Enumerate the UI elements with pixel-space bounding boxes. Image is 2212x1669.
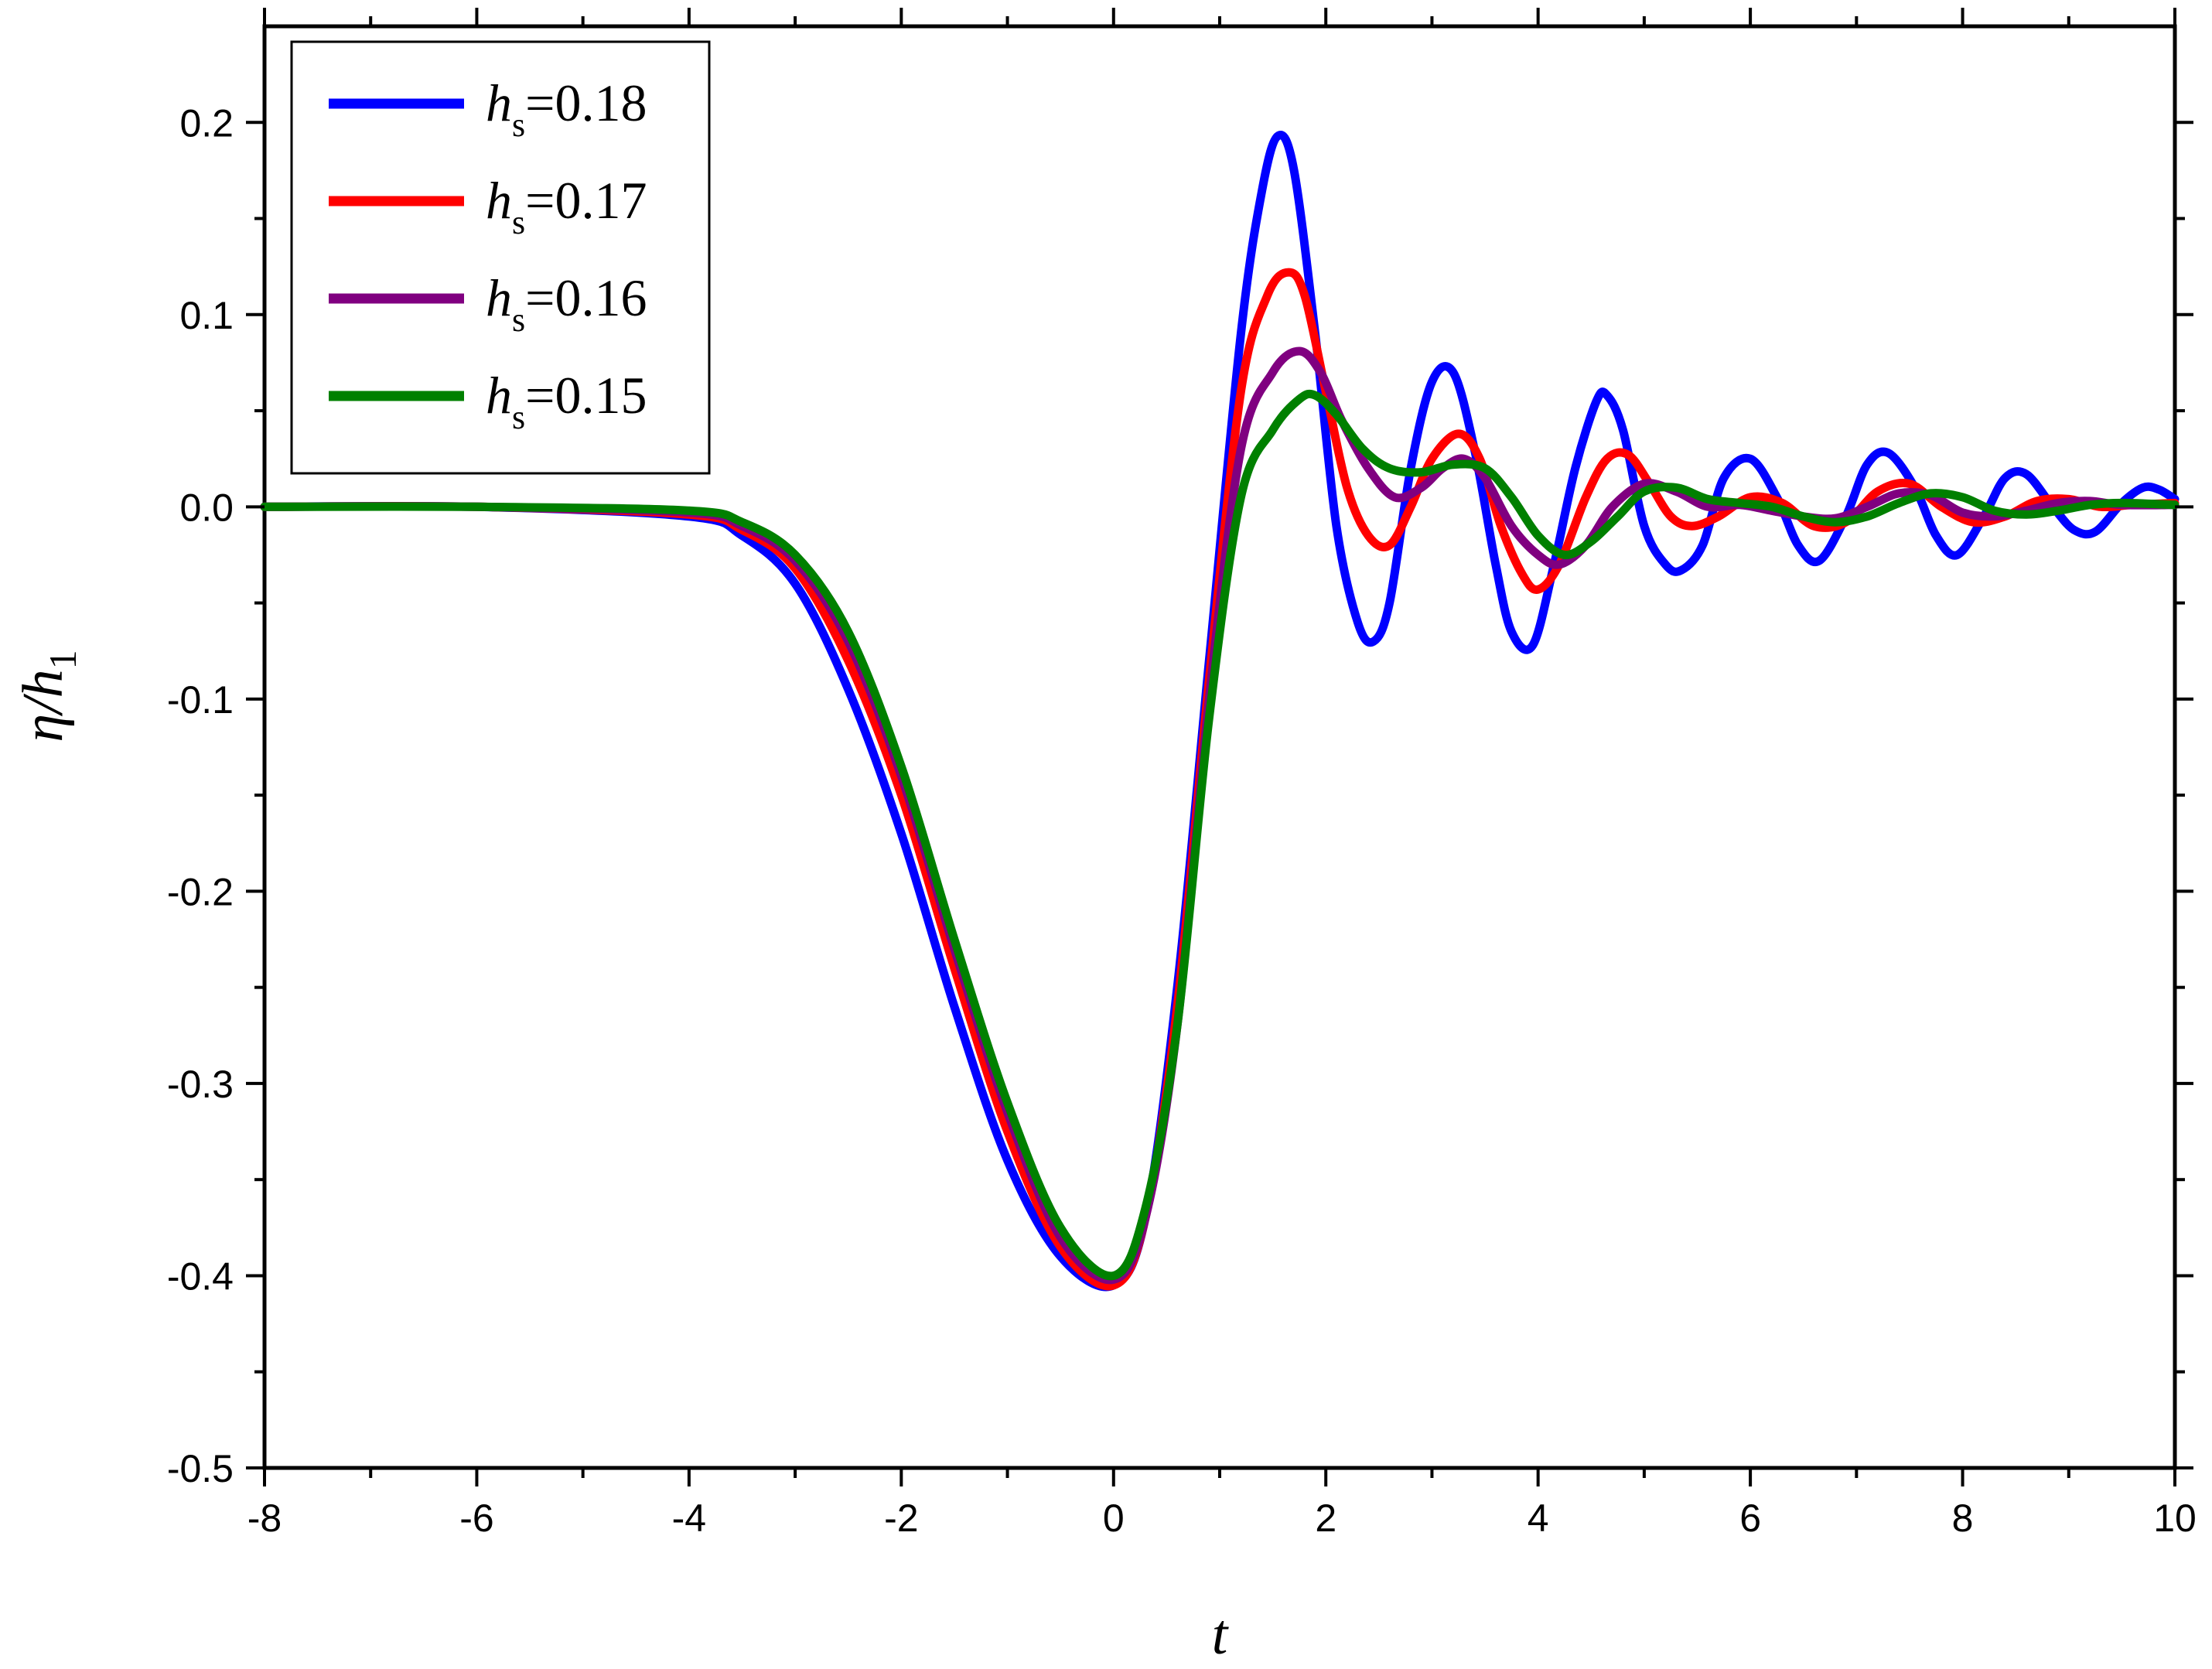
y-tick-label: 0.1	[179, 294, 234, 337]
y-tick-label: -0.1	[167, 678, 234, 722]
x-tick-labels: -8 -6 -4 -2 0 2 4 6 8 10	[247, 1497, 2197, 1540]
x-axis-title: t	[1212, 1603, 1230, 1667]
y-axis-title: η/h1	[12, 650, 84, 742]
legend-label-value: =0.17	[525, 171, 647, 230]
legend-label-var: h	[486, 268, 512, 327]
y-tick-label: -0.4	[167, 1254, 234, 1298]
legend-label-sub: s	[512, 398, 525, 436]
x-tick-label: 10	[2153, 1497, 2197, 1540]
legend-label: hs=0.18	[486, 73, 647, 144]
y-tick-label: 0.2	[179, 101, 234, 145]
x-tick-label: -8	[247, 1497, 282, 1540]
legend-label: hs=0.16	[486, 268, 647, 339]
y-tick-label: -0.3	[167, 1063, 234, 1106]
tick-layer	[246, 8, 2193, 1486]
series-layer	[260, 131, 2180, 1292]
series-line-1	[260, 131, 2180, 1292]
legend-label-value: =0.16	[525, 268, 647, 327]
x-tick-label: 0	[1103, 1497, 1125, 1540]
x-tick-label: 8	[1952, 1497, 1974, 1540]
legend-label-var: h	[486, 171, 512, 230]
series-line-4	[260, 389, 2180, 1281]
x-tick-label: 4	[1528, 1497, 1549, 1540]
legend-label-sub: s	[512, 203, 525, 241]
legend-label-value: =0.18	[525, 73, 647, 132]
x-tick-label: 2	[1315, 1497, 1336, 1540]
legend-label: hs=0.17	[486, 171, 647, 241]
y-tick-labels: -0.5 -0.4 -0.3 -0.2 -0.1 0.0 0.1 0.2	[167, 101, 234, 1490]
y-tick-label: -0.2	[167, 870, 234, 913]
x-tick-label: 6	[1739, 1497, 1761, 1540]
legend-box	[290, 40, 711, 475]
x-tick-label: -4	[672, 1497, 706, 1540]
y-axis-title-main: η/h	[12, 669, 75, 742]
legend-label-value: =0.15	[525, 366, 647, 425]
legend-label-sub: s	[512, 106, 525, 144]
x-tick-label: -2	[884, 1497, 918, 1540]
legend-label: hs=0.15	[486, 366, 647, 436]
legend-label-var: h	[486, 73, 512, 132]
legend-label-var: h	[486, 366, 512, 425]
y-axis-title-subscript: 1	[41, 650, 84, 669]
y-tick-label: 0.0	[179, 486, 234, 529]
legend-label-sub: s	[512, 301, 525, 339]
y-tick-label: -0.5	[167, 1447, 234, 1490]
x-tick-label: -6	[459, 1497, 493, 1540]
